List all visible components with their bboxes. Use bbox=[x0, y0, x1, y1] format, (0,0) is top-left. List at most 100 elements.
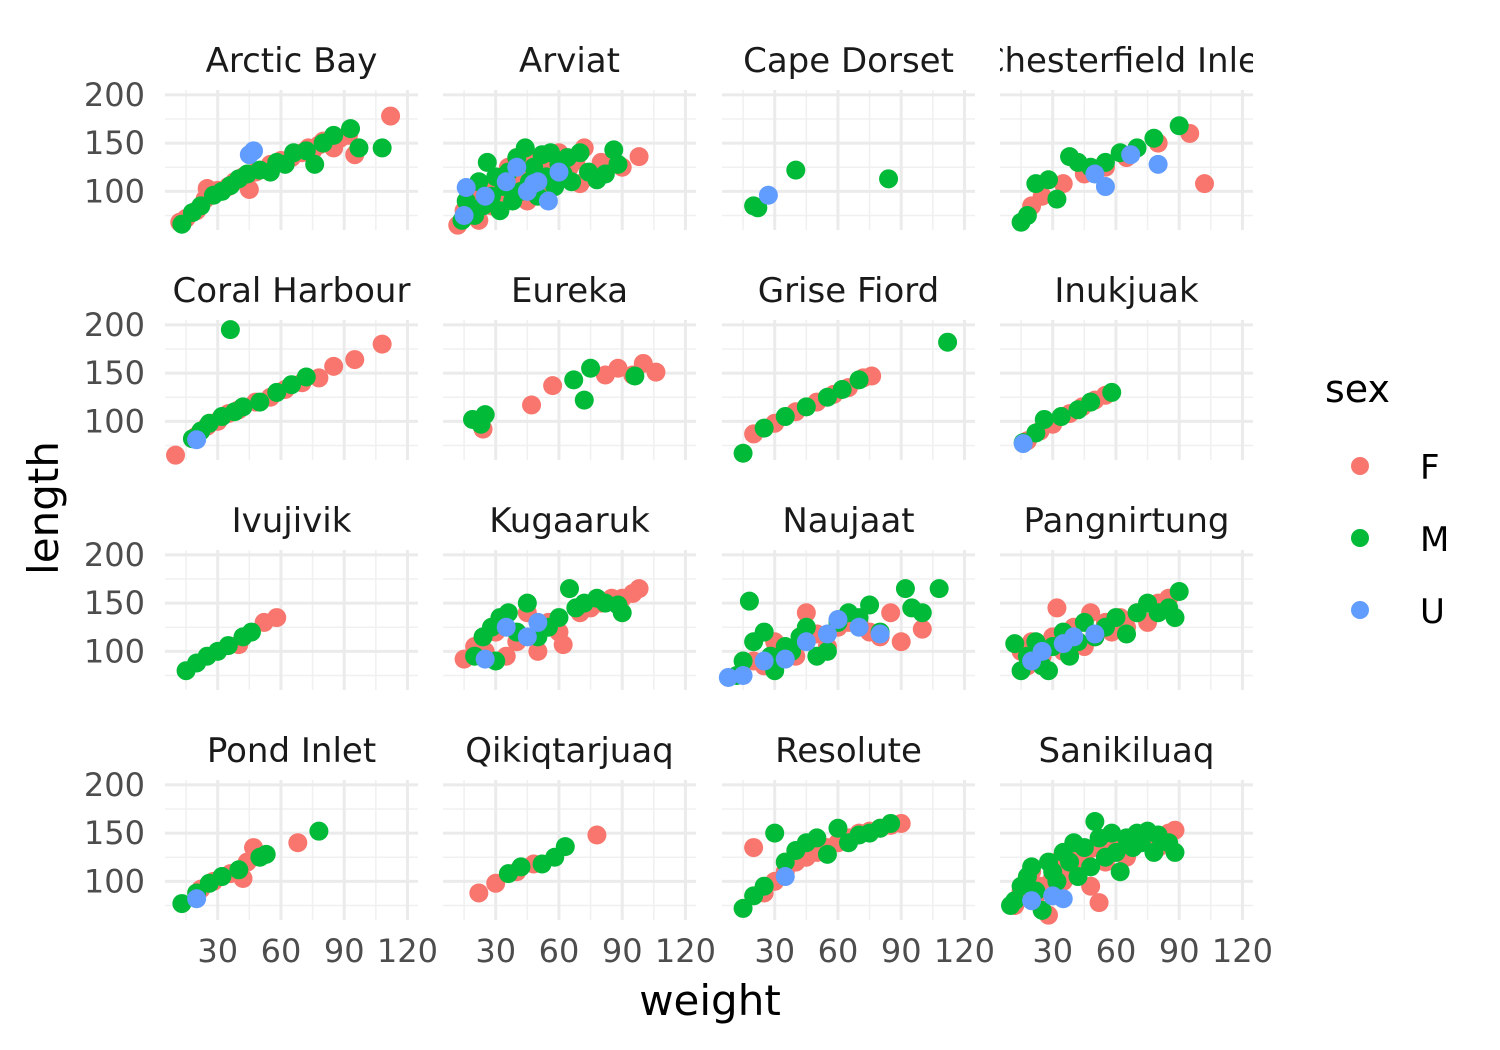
data-point-u bbox=[1121, 145, 1141, 165]
x-tick-label: 120 bbox=[1212, 932, 1273, 970]
y-tick-label: 100 bbox=[84, 172, 145, 210]
data-point-m bbox=[1017, 206, 1037, 226]
data-point-m bbox=[574, 390, 594, 410]
data-point-u bbox=[758, 185, 778, 205]
data-point-m bbox=[1047, 189, 1067, 209]
data-point-u bbox=[475, 186, 495, 206]
data-point-u bbox=[549, 162, 569, 182]
data-point-m bbox=[1165, 842, 1185, 862]
panel-title-eureka: Eureka bbox=[511, 271, 628, 311]
legend-swatch-m bbox=[1351, 529, 1369, 547]
panel-title-resolute: Resolute bbox=[775, 731, 922, 771]
x-tick-label: 120 bbox=[377, 932, 438, 970]
data-point-u bbox=[507, 157, 527, 177]
y-tick-label: 200 bbox=[84, 306, 145, 344]
data-point-m bbox=[817, 387, 837, 407]
data-point-u bbox=[1085, 164, 1105, 184]
data-point-m bbox=[1110, 862, 1130, 882]
x-tick-label: 120 bbox=[934, 932, 995, 970]
data-point-m bbox=[233, 397, 253, 417]
y-tick-label: 150 bbox=[84, 584, 145, 622]
panel-title-inukjuak: Inukjuak bbox=[1054, 271, 1199, 311]
data-point-m bbox=[267, 382, 287, 402]
data-point-m bbox=[511, 857, 531, 877]
x-tick-label: 90 bbox=[881, 932, 922, 970]
data-point-f bbox=[522, 395, 542, 415]
data-point-u bbox=[733, 666, 753, 686]
data-point-m bbox=[515, 138, 535, 158]
data-point-f bbox=[629, 147, 649, 167]
data-point-f bbox=[345, 350, 365, 370]
y-tick-label: 200 bbox=[84, 766, 145, 804]
data-point-m bbox=[372, 138, 392, 158]
data-point-u bbox=[456, 178, 476, 198]
points-pangnirtung bbox=[1005, 582, 1189, 681]
data-point-f bbox=[1053, 174, 1073, 194]
x-tick-label: 90 bbox=[1159, 932, 1200, 970]
points-naujaat bbox=[718, 579, 949, 687]
data-point-f bbox=[744, 838, 764, 858]
legend-swatch-u bbox=[1351, 601, 1369, 619]
panel-title-pangnirtung: Pangnirtung bbox=[1024, 501, 1230, 541]
data-point-m bbox=[570, 143, 590, 163]
data-point-m bbox=[817, 641, 837, 661]
data-point-u bbox=[187, 430, 207, 450]
data-point-f bbox=[587, 825, 607, 845]
data-point-m bbox=[604, 140, 624, 160]
points-kugaaruk bbox=[454, 579, 649, 671]
data-point-f bbox=[1195, 174, 1215, 194]
data-point-u bbox=[1022, 891, 1042, 911]
points-qikiqtarjuaq bbox=[469, 825, 607, 903]
data-point-m bbox=[754, 622, 774, 642]
x-tick-label: 30 bbox=[754, 932, 795, 970]
panel-title-pond-inlet: Pond Inlet bbox=[207, 731, 376, 771]
data-point-u bbox=[775, 649, 795, 669]
data-point-m bbox=[1060, 852, 1080, 872]
x-tick-label: 120 bbox=[655, 932, 716, 970]
panel-title-arviat: Arviat bbox=[519, 41, 620, 81]
data-point-m bbox=[1005, 634, 1025, 654]
data-point-m bbox=[282, 375, 301, 395]
data-point-m bbox=[581, 358, 601, 378]
data-point-f bbox=[646, 362, 666, 382]
data-point-m bbox=[912, 603, 932, 623]
panel-title-kugaaruk: Kugaaruk bbox=[489, 501, 650, 541]
legend-label-m: M bbox=[1420, 520, 1449, 560]
panel-title-qikiqtarjuaq: Qikiqtarjuaq bbox=[465, 731, 673, 771]
data-point-f bbox=[528, 641, 548, 661]
data-point-m bbox=[560, 579, 579, 599]
points-arviat bbox=[448, 138, 649, 235]
data-point-m bbox=[817, 844, 837, 864]
data-point-f bbox=[267, 608, 287, 628]
panel-title-chesterfield-inlet: Chesterfield Inlet bbox=[981, 41, 1273, 81]
data-point-m bbox=[218, 636, 238, 656]
data-point-m bbox=[498, 603, 518, 623]
data-point-m bbox=[754, 418, 774, 438]
panel-title-cape-dorset: Cape Dorset bbox=[743, 41, 954, 81]
y-tick-label: 150 bbox=[84, 124, 145, 162]
data-point-m bbox=[1165, 608, 1185, 628]
data-point-m bbox=[555, 837, 575, 857]
points-arctic-bay bbox=[170, 106, 401, 234]
data-point-f bbox=[881, 603, 901, 623]
data-point-m bbox=[796, 397, 816, 417]
data-point-m bbox=[1085, 812, 1105, 832]
data-point-u bbox=[754, 651, 774, 671]
x-tick-label: 30 bbox=[475, 932, 516, 970]
data-point-m bbox=[1102, 823, 1122, 843]
data-point-m bbox=[296, 367, 316, 387]
data-point-u bbox=[538, 191, 558, 211]
data-point-m bbox=[1169, 116, 1189, 136]
data-point-u bbox=[528, 612, 548, 632]
data-point-m bbox=[860, 595, 880, 615]
x-tick-label: 60 bbox=[261, 932, 302, 970]
panel-title-grise-fiord: Grise Fiord bbox=[758, 271, 940, 311]
data-point-m bbox=[477, 152, 497, 172]
data-point-u bbox=[475, 649, 495, 669]
data-point-m bbox=[895, 579, 915, 599]
data-point-m bbox=[1117, 624, 1136, 644]
points-resolute bbox=[733, 813, 911, 918]
points-ivujivik bbox=[176, 608, 287, 681]
data-point-u bbox=[718, 667, 738, 687]
points-pond-inlet bbox=[172, 821, 329, 914]
